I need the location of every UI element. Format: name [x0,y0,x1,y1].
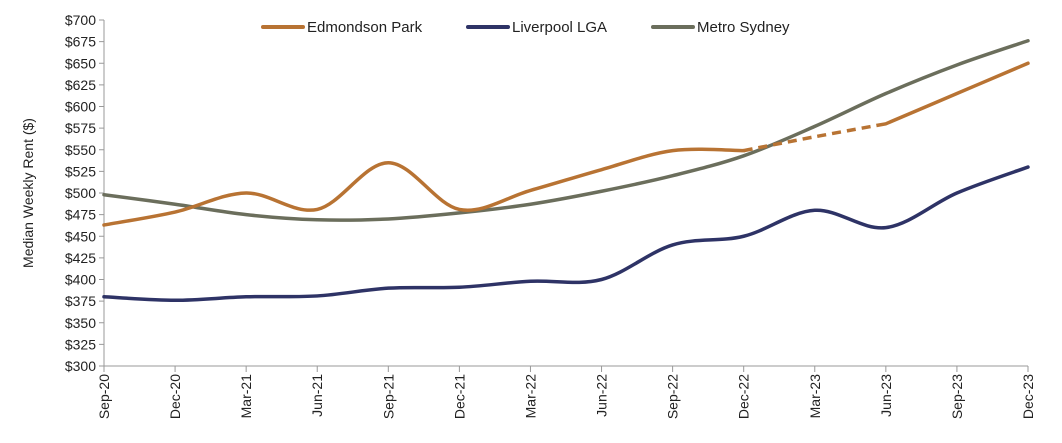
y-tick-label: $325 [65,336,96,352]
x-tick-label: Mar-22 [522,374,538,419]
series-line-edmondson-park-dashed [743,122,887,153]
x-tick-label: Sep-23 [949,374,965,419]
x-tick-label: Sep-20 [96,374,112,419]
series-lines [102,39,1030,303]
x-tick-label: Dec-21 [451,374,467,419]
y-tick-label: $650 [65,55,96,71]
y-tick-label: $350 [65,315,96,331]
y-tick-label: $400 [65,272,96,288]
legend: Edmondson Park Liverpool LGA Metro Sydney [261,19,790,36]
y-tick-label: $300 [65,358,96,374]
y-tick-label: $600 [65,99,96,115]
axes: $300 $325 $350 $375 $400 $425 $450 $475 $500 $525… [65,12,1036,419]
series-line-metro-sydney [102,39,1030,222]
x-tick-label: Dec-22 [736,374,752,419]
series-line-edmondson-park-end [884,61,1030,126]
y-tick-label: $625 [65,77,96,93]
series-line-liverpool-lga [102,165,1030,303]
legend-label-edmondson-park: Edmondson Park [307,19,423,36]
y-tick-label: $575 [65,120,96,136]
y-tick-label: $550 [65,142,96,158]
x-tick-label: Mar-23 [807,374,823,419]
legend-label-liverpool-lga: Liverpool LGA [512,19,607,36]
x-tick-label: Dec-23 [1020,374,1036,419]
y-tick-label: $450 [65,228,96,244]
series-line-edmondson-park [102,147,746,227]
y-tick-label: $425 [65,250,96,266]
y-tick-label: $475 [65,207,96,223]
y-tick-label: $525 [65,163,96,179]
y-tick-label: $500 [65,185,96,201]
x-tick-label: Dec-20 [167,374,183,419]
x-tick-label: Sep-22 [665,374,681,419]
y-tick-label: $700 [65,12,96,28]
x-tick-label: Mar-21 [238,374,254,419]
y-tick-label: $675 [65,34,96,50]
legend-label-metro-sydney: Metro Sydney [697,19,790,36]
x-tick-label: Jun-23 [878,374,894,417]
x-tick-label: Jun-21 [309,374,325,417]
y-tick-label: $375 [65,293,96,309]
y-axis-title: Median Weekly Rent ($) [20,118,36,268]
x-tick-label: Jun-22 [594,374,610,417]
x-tick-label: Sep-21 [380,374,396,419]
